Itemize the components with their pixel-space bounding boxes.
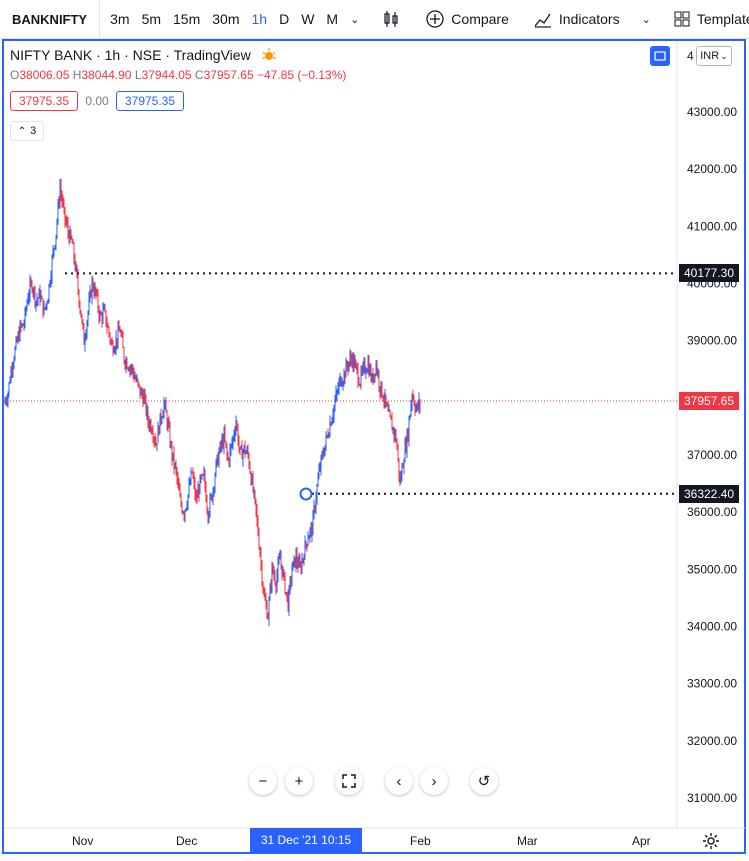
open-value: 38006.05 (19, 68, 70, 82)
templates-button[interactable]: Templates (665, 0, 749, 38)
time-label-dec: Dec (176, 834, 198, 848)
fullscreen-glyph (342, 774, 356, 788)
reset-icon[interactable]: ↺ (470, 767, 498, 795)
sell-price-box[interactable]: 37975.35 (10, 91, 78, 111)
plus-circle-icon (426, 10, 444, 28)
fit-to-screen-button[interactable] (650, 46, 670, 66)
time-label-nov: Nov (72, 834, 94, 848)
zoom-out-icon[interactable]: − (249, 767, 277, 795)
time-label-feb: Feb (410, 834, 431, 848)
interval-30m[interactable]: 30m (212, 11, 240, 27)
interval-m[interactable]: M (326, 11, 339, 27)
market-status-sun-icon (261, 48, 276, 60)
gear-glyph (703, 833, 719, 849)
currency-selector[interactable]: INR ⌄ (696, 46, 732, 66)
layouts-chevron-icon[interactable]: ⌄ (641, 13, 651, 26)
change-value: −47.85 (−0.13%) (257, 68, 347, 82)
open-key: O (10, 68, 20, 82)
interval-15m[interactable]: 15m (173, 11, 201, 27)
chevron-down-icon: ⌄ (720, 50, 728, 61)
ohlc-values: O38006.05 H38044.90 L37944.05 C37957.65 … (10, 68, 346, 82)
indicators-icon (534, 13, 551, 28)
chart-style-button[interactable] (373, 0, 409, 38)
time-label-apr: Apr (632, 834, 651, 848)
series-title[interactable]: NIFTY BANK · 1h · NSE · TradingView (10, 47, 277, 63)
zoom-in-icon[interactable]: + (285, 767, 313, 795)
currency-label: INR (700, 50, 720, 62)
interval-3m[interactable]: 3m (110, 11, 130, 27)
low-key: L (134, 68, 142, 82)
indicators-label: Indicators (558, 11, 620, 27)
interval-dropdown-chevron-icon[interactable]: ⌄ (350, 13, 360, 26)
interval-d[interactable]: D (279, 11, 290, 27)
scroll-left-icon[interactable]: ‹ (385, 767, 413, 795)
fullscreen-icon[interactable] (335, 767, 363, 795)
indicators-collapse-toggle[interactable]: ⌃ 3 (10, 121, 44, 141)
templates-icon (674, 11, 690, 27)
top-toolbar: BANKNIFTY 3m 5m 15m 30m 1h D W M ⌄ Compare Indi… (0, 0, 749, 39)
indicators-count: 3 (30, 125, 37, 137)
spread-value: 0.00 (85, 94, 109, 108)
buy-price-box[interactable]: 37975.35 (116, 91, 184, 111)
chevron-up-icon: ⌃ (17, 125, 27, 137)
time-label-mar: Mar (517, 834, 538, 848)
scroll-right-icon[interactable]: › (420, 767, 448, 795)
candles-icon (384, 11, 398, 27)
settings-gear-icon[interactable] (701, 831, 721, 851)
close-key: C (194, 68, 204, 82)
high-value: 38044.90 (81, 68, 132, 82)
compare-button[interactable]: Compare (417, 0, 517, 38)
high-key: H (72, 68, 82, 82)
interval-5m[interactable]: 5m (141, 11, 162, 27)
low-value: 37944.05 (141, 68, 192, 82)
indicators-button[interactable]: Indicators (525, 0, 628, 38)
templates-label: Templates (696, 11, 749, 27)
symbol-search-button[interactable]: BANKNIFTY (0, 0, 101, 38)
chart-pane[interactable] (2, 39, 746, 854)
interval-1h[interactable]: 1h (251, 11, 268, 27)
crosshair-time-label: 31 Dec '21 10:15 (250, 828, 362, 852)
interval-w[interactable]: W (301, 11, 315, 27)
interval-group: 3m 5m 15m 30m 1h D W M (100, 11, 344, 27)
fit-icon (654, 51, 666, 61)
series-title-text: NIFTY BANK · 1h · NSE · TradingView (10, 47, 251, 63)
close-value: 37957.65 (203, 68, 254, 82)
compare-label: Compare (451, 11, 509, 27)
